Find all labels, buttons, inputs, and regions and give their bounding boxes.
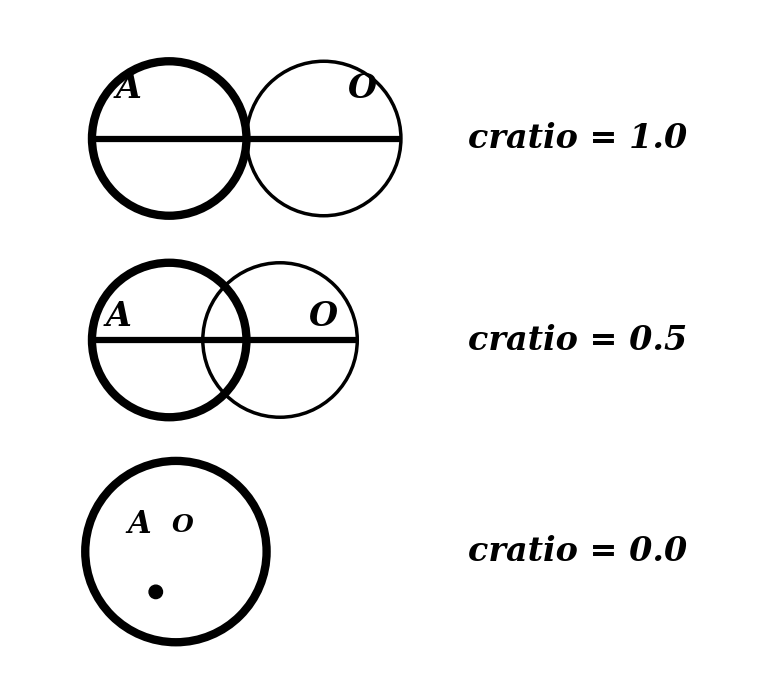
Text: O: O [348, 71, 377, 105]
Text: A: A [127, 509, 151, 540]
Text: cratio = 0.5: cratio = 0.5 [468, 324, 687, 356]
Text: O: O [172, 513, 194, 537]
Text: cratio = 0.0: cratio = 0.0 [468, 535, 687, 568]
Text: cratio = 1.0: cratio = 1.0 [468, 122, 687, 155]
Text: A: A [106, 300, 132, 333]
Text: O: O [309, 300, 338, 333]
Circle shape [149, 585, 163, 598]
Text: A: A [116, 71, 142, 105]
